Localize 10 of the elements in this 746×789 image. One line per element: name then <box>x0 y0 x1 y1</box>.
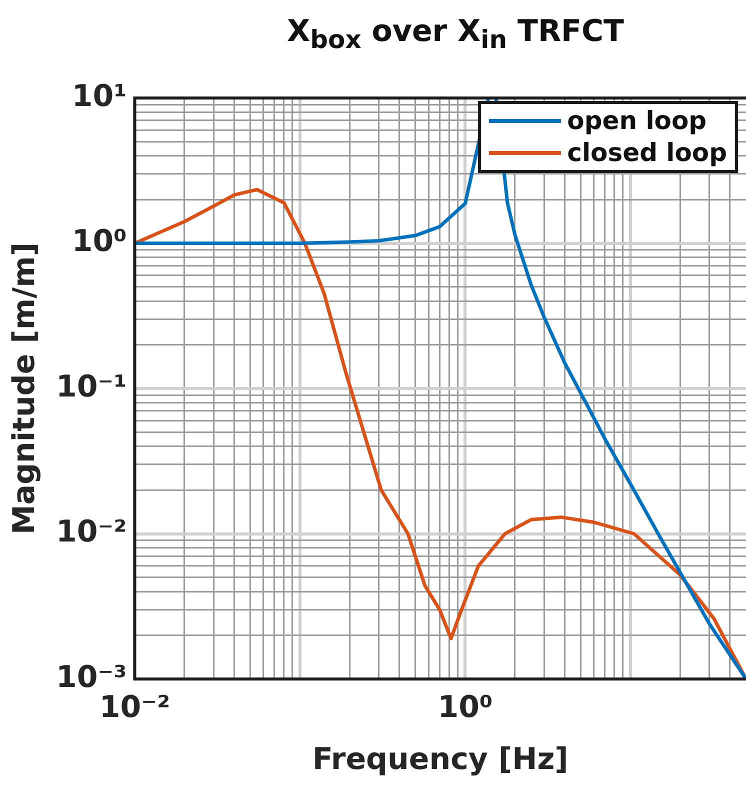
y-tick-label: 10⁻¹ <box>56 369 127 404</box>
y-axis-title: Magnitude [m/m] <box>6 242 42 535</box>
chart-title: X$_{box}$ over X$_{in}$ TRFCT <box>286 13 626 56</box>
y-tick-label: 10⁻² <box>56 514 127 550</box>
y-tick-label: 10⁰ <box>72 224 127 260</box>
y-tick-label: 10¹ <box>72 78 127 114</box>
y-tick-label: 10⁻³ <box>56 660 127 695</box>
legend-label: closed loop <box>567 137 727 169</box>
legend-label: open loop <box>567 105 707 137</box>
x-axis-title: Frequency [Hz] <box>312 742 568 777</box>
